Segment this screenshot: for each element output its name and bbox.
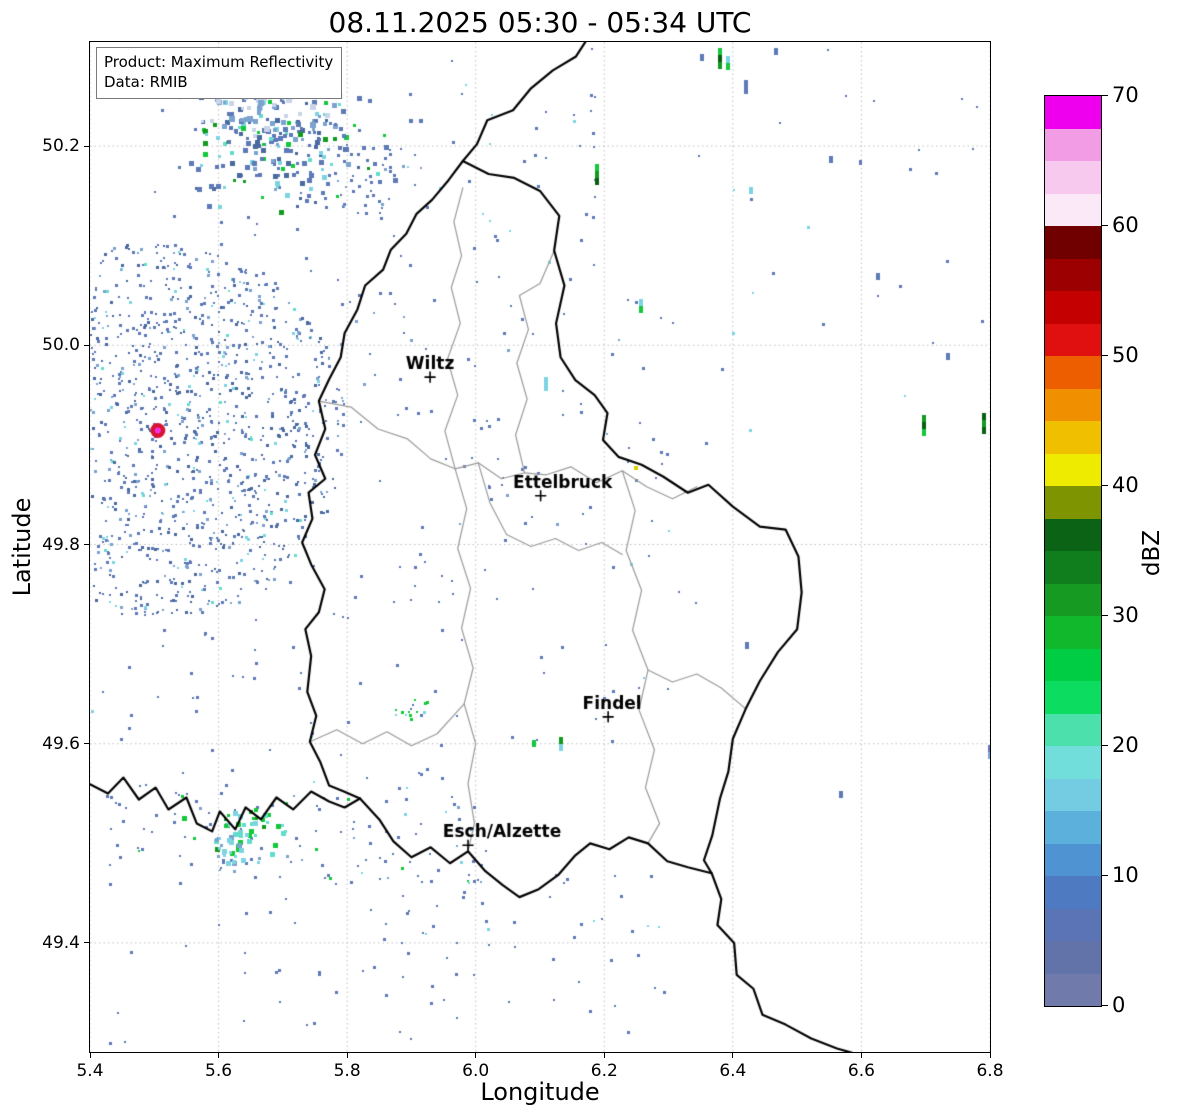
y-tick-mark bbox=[84, 942, 89, 944]
colorbar-tick-label: 0 bbox=[1112, 993, 1126, 1017]
colorbar-tick-mark bbox=[1102, 94, 1108, 96]
x-axis-label: Longitude bbox=[480, 1078, 600, 1106]
x-tick-label: 5.4 bbox=[76, 1061, 104, 1081]
colorbar-tick-mark bbox=[1102, 744, 1108, 746]
x-tick-mark bbox=[89, 1053, 91, 1058]
colorbar-tick-mark bbox=[1102, 224, 1108, 226]
colorbar-band bbox=[1045, 258, 1101, 291]
colorbar-band bbox=[1045, 421, 1101, 454]
y-tick-label: 49.6 bbox=[42, 733, 80, 754]
colorbar-band bbox=[1045, 291, 1101, 324]
y-tick-mark bbox=[84, 145, 89, 147]
colorbar-band bbox=[1045, 226, 1101, 259]
colorbar-band bbox=[1045, 551, 1101, 584]
colorbar-band bbox=[1045, 843, 1101, 876]
x-tick-label: 6.0 bbox=[462, 1061, 490, 1081]
product-line: Product: Maximum Reflectivity bbox=[104, 53, 334, 71]
colorbar-band bbox=[1045, 876, 1101, 909]
colorbar-band bbox=[1045, 616, 1101, 649]
colorbar-band bbox=[1045, 518, 1101, 551]
x-tick-label: 6.6 bbox=[847, 1061, 875, 1081]
colorbar-tick-mark bbox=[1102, 484, 1108, 486]
colorbar-band bbox=[1045, 453, 1101, 486]
colorbar-band bbox=[1045, 356, 1101, 389]
x-tick-mark bbox=[346, 1053, 348, 1058]
y-tick-label: 49.4 bbox=[42, 932, 80, 953]
colorbar-band bbox=[1045, 713, 1101, 746]
colorbar-band bbox=[1045, 778, 1101, 811]
colorbar-tick-mark bbox=[1102, 614, 1108, 616]
x-tick-mark bbox=[218, 1053, 220, 1058]
colorbar-band bbox=[1045, 193, 1101, 226]
colorbar-band bbox=[1045, 941, 1101, 974]
colorbar-band bbox=[1045, 648, 1101, 681]
y-tick-mark bbox=[84, 544, 89, 545]
colorbar-band bbox=[1045, 128, 1101, 161]
colorbar-tick-mark bbox=[1102, 1004, 1108, 1006]
colorbar-band bbox=[1045, 486, 1101, 519]
y-tick-mark bbox=[84, 344, 89, 346]
product-annotation-box: Product: Maximum Reflectivity Data: RMIB bbox=[96, 47, 343, 99]
colorbar-tick-label: 10 bbox=[1112, 863, 1139, 887]
x-tick-mark bbox=[603, 1053, 605, 1058]
colorbar-tick-mark bbox=[1102, 354, 1108, 356]
colorbar-band bbox=[1045, 973, 1101, 1006]
x-tick-label: 6.8 bbox=[976, 1061, 1004, 1081]
x-tick-mark bbox=[732, 1053, 734, 1058]
colorbar-label: dBZ bbox=[1139, 529, 1165, 577]
colorbar-tick-label: 60 bbox=[1112, 213, 1139, 237]
y-tick-mark bbox=[84, 743, 89, 745]
x-tick-label: 6.2 bbox=[590, 1061, 618, 1081]
colorbar-tick-label: 70 bbox=[1112, 83, 1139, 107]
radar-map-canvas bbox=[90, 42, 990, 1052]
colorbar-band bbox=[1045, 746, 1101, 779]
colorbar-tick-mark bbox=[1102, 874, 1108, 876]
colorbar-band bbox=[1045, 96, 1101, 129]
x-tick-label: 6.4 bbox=[719, 1061, 747, 1081]
colorbar-band bbox=[1045, 388, 1101, 421]
colorbar-band bbox=[1045, 681, 1101, 714]
colorbar-band bbox=[1045, 811, 1101, 844]
plot-area bbox=[89, 41, 991, 1053]
figure-title: 08.11.2025 05:30 - 05:34 UTC bbox=[328, 6, 752, 39]
x-tick-label: 5.8 bbox=[333, 1061, 361, 1081]
colorbar-band bbox=[1045, 908, 1101, 941]
x-tick-label: 5.6 bbox=[205, 1061, 233, 1081]
colorbar-band bbox=[1045, 583, 1101, 616]
colorbar-band bbox=[1045, 161, 1101, 194]
colorbar-tick-label: 40 bbox=[1112, 473, 1139, 497]
y-tick-label: 49.8 bbox=[42, 534, 80, 555]
data-source-line: Data: RMIB bbox=[104, 73, 188, 92]
colorbar-band bbox=[1045, 323, 1101, 356]
colorbar-tick-label: 20 bbox=[1112, 733, 1139, 757]
colorbar bbox=[1044, 95, 1102, 1007]
colorbar-tick-label: 30 bbox=[1112, 603, 1139, 627]
y-tick-label: 50.0 bbox=[42, 335, 80, 356]
x-tick-mark bbox=[989, 1053, 991, 1058]
colorbar-tick-label: 50 bbox=[1112, 343, 1139, 367]
y-tick-label: 50.2 bbox=[42, 136, 80, 157]
x-tick-mark bbox=[860, 1053, 862, 1058]
x-tick-mark bbox=[475, 1053, 477, 1058]
